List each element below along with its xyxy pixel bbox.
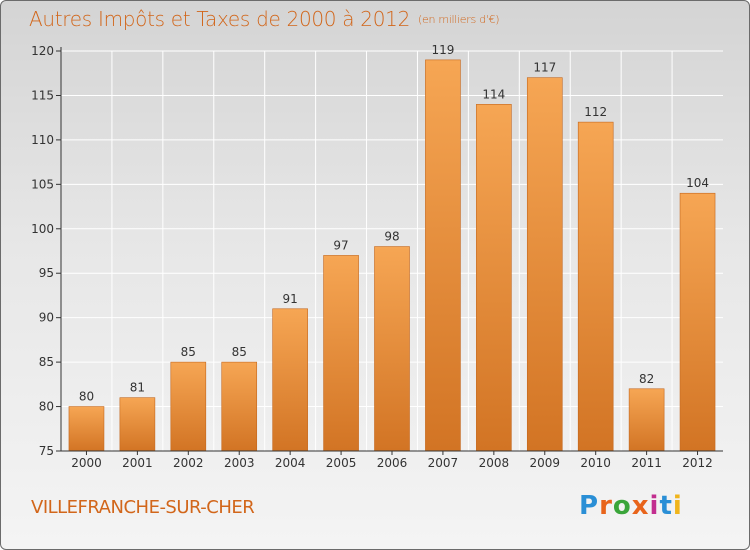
y-tick: 110	[31, 133, 61, 147]
bar	[68, 406, 105, 452]
x-tick-label: 2011	[631, 456, 662, 470]
y-tick: 90	[39, 311, 61, 325]
x-tick: 2004	[275, 451, 306, 470]
bar-value-label: 85	[181, 345, 196, 359]
x-tick: 2003	[224, 451, 255, 470]
bar	[476, 104, 512, 452]
title-text: Autres Impôts et Taxes de 2000 à 2012	[29, 7, 410, 31]
bar-value-label: 81	[130, 381, 145, 395]
bar-value-label: 91	[283, 292, 298, 306]
x-tick: 2006	[377, 451, 408, 470]
bar-value-label: 119	[431, 43, 454, 57]
y-tick: 105	[31, 177, 61, 191]
bar-value-label: 82	[639, 372, 654, 386]
y-tick: 120	[31, 44, 61, 58]
x-tick-label: 2008	[479, 456, 510, 470]
bar	[679, 192, 716, 452]
bar-value-label: 114	[482, 87, 505, 101]
bar	[425, 59, 461, 452]
x-tick: 2009	[529, 451, 560, 470]
bar	[221, 361, 258, 452]
y-tick-label: 95	[39, 266, 54, 280]
bar	[577, 121, 614, 452]
logo-letter: o	[612, 491, 632, 521]
data-labels: 80 81 85 85 91 97 98 119 114 117 112 82 104	[79, 43, 709, 404]
bar-value-label: 98	[384, 230, 399, 244]
logo-letter: i	[672, 491, 683, 521]
proxiti-logo[interactable]: Proxiti	[579, 491, 683, 521]
x-tick-label: 2004	[275, 456, 306, 470]
y-tick-label: 110	[31, 133, 54, 147]
x-tick-label: 2007	[428, 456, 459, 470]
x-tick-label: 2010	[580, 456, 611, 470]
y-tick-label: 100	[31, 222, 54, 236]
bars	[68, 59, 716, 452]
y-tick: 85	[39, 355, 61, 369]
x-tick: 2010	[580, 451, 611, 470]
chart-title: Autres Impôts et Taxes de 2000 à 2012 (en…	[29, 7, 499, 31]
y-tick: 80	[39, 400, 61, 414]
y-tick: 100	[31, 222, 61, 236]
x-tick: 2000	[71, 451, 102, 470]
bar	[628, 388, 665, 452]
y-tick: 115	[31, 88, 61, 102]
logo-letter: r	[599, 491, 613, 521]
bar	[374, 246, 410, 452]
bar	[119, 397, 156, 452]
axes: 75 80 85 90 95 100 105 110 115 120 2000 2001 2002 200…	[31, 44, 723, 470]
y-tick-label: 85	[39, 355, 54, 369]
x-tick: 2007	[428, 451, 459, 470]
bar	[323, 255, 359, 452]
y-tick-label: 120	[31, 44, 54, 58]
bar-value-label: 97	[333, 238, 348, 252]
x-tick: 2002	[173, 451, 204, 470]
x-tick-label: 2006	[377, 456, 408, 470]
bar-value-label: 112	[584, 105, 607, 119]
x-tick-label: 2012	[682, 456, 713, 470]
bar	[170, 361, 207, 452]
x-tick-label: 2009	[529, 456, 560, 470]
x-tick-label: 2001	[122, 456, 153, 470]
x-tick-label: 2002	[173, 456, 204, 470]
bar-value-label: 117	[533, 61, 556, 75]
y-tick-label: 75	[39, 444, 54, 458]
x-tick: 2005	[326, 451, 357, 470]
x-tick: 2008	[479, 451, 510, 470]
x-tick-label: 2005	[326, 456, 357, 470]
y-tick: 75	[39, 444, 61, 458]
x-tick: 2001	[122, 451, 153, 470]
bar-value-label: 80	[79, 390, 94, 404]
bar-value-label: 85	[232, 345, 247, 359]
x-tick-label: 2003	[224, 456, 255, 470]
city-name: VILLEFRANCHE-SUR-CHER	[31, 497, 255, 518]
x-tick: 2012	[682, 451, 713, 470]
x-tick-label: 2000	[71, 456, 102, 470]
bar	[272, 308, 308, 452]
logo-letter: x	[631, 491, 650, 521]
y-tick-label: 80	[39, 400, 54, 414]
x-tick: 2011	[631, 451, 662, 470]
y-tick-label: 105	[31, 177, 54, 191]
bar	[526, 77, 563, 452]
y-tick: 95	[39, 266, 61, 280]
bar-value-label: 104	[686, 176, 709, 190]
y-tick-label: 90	[39, 311, 54, 325]
title-unit: (en milliers d'€)	[418, 13, 500, 26]
logo-letter: t	[659, 491, 673, 521]
y-tick-label: 115	[31, 88, 54, 102]
logo-letter: P	[579, 491, 600, 521]
logo-letter: i	[649, 491, 660, 521]
